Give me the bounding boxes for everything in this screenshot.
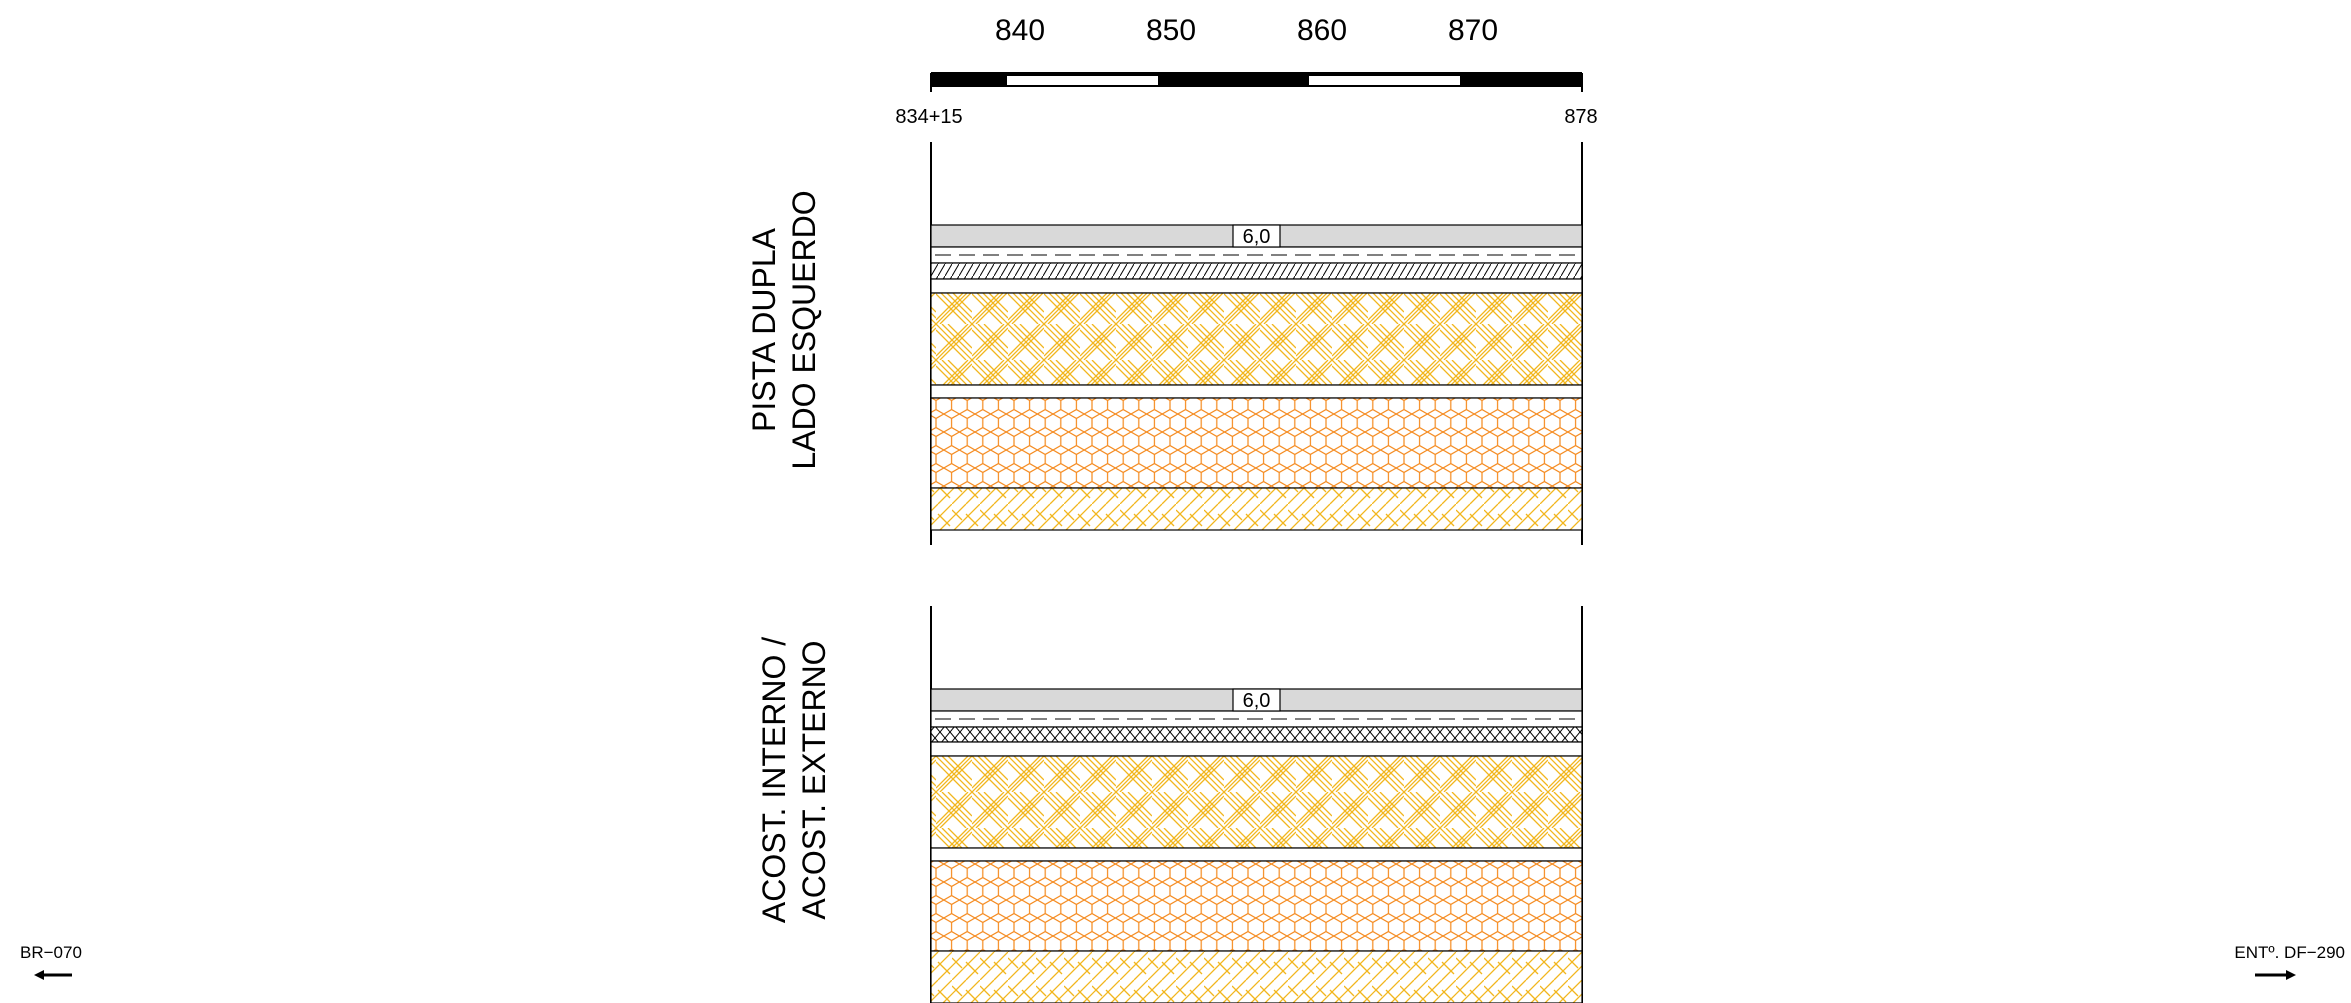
scale-bar-segment xyxy=(1158,74,1309,86)
layer-thin-separator xyxy=(930,741,1583,757)
scale-tick-label: 850 xyxy=(1146,14,1196,47)
scale-tick-label: 860 xyxy=(1297,14,1347,47)
layer-subgrade-yellow xyxy=(930,487,1583,531)
section-title-line1: PISTA DUPLA xyxy=(746,227,782,432)
direction-right-label: ENTº. DF−290 xyxy=(2234,943,2345,962)
layer-thin-separator xyxy=(930,384,1583,399)
thickness-label: 6,0 xyxy=(1243,226,1271,248)
stationing-scale: 840 850 860 870 834+15 878 xyxy=(895,14,1597,128)
scale-tick-label: 840 xyxy=(995,14,1045,47)
arrow-left-icon xyxy=(34,970,72,980)
layer-hatched-course xyxy=(930,262,1583,280)
thickness-label-box xyxy=(1232,224,1281,248)
section-acostamento: ACOST. INTERNO / ACOST. EXTERNO 6,0 xyxy=(756,606,1583,1003)
arrow-right-icon xyxy=(2255,970,2296,980)
direction-left-label: BR−070 xyxy=(20,943,82,962)
section-title-line2: ACOST. EXTERNO xyxy=(796,640,832,919)
layer-base-yellow xyxy=(930,292,1583,386)
scale-bar-segment xyxy=(1460,74,1582,86)
direction-right: ENTº. DF−290 xyxy=(2234,943,2345,980)
layer-crosshatched-course xyxy=(930,726,1583,743)
section-pista-dupla: PISTA DUPLA LADO ESQUERDO 6,0 xyxy=(746,142,1583,545)
layer-subgrade-yellow xyxy=(930,950,1583,1003)
thickness-label: 6,0 xyxy=(1243,690,1271,712)
layer-subbase-orange xyxy=(930,860,1583,952)
station-start-label: 834+15 xyxy=(895,106,962,128)
station-end-label: 878 xyxy=(1564,106,1597,128)
layer-thin-separator xyxy=(930,847,1583,862)
scale-tick-label: 870 xyxy=(1448,14,1498,47)
layer-base-yellow xyxy=(930,755,1583,849)
scale-bar-segment xyxy=(931,74,1007,86)
layer-thin-separator xyxy=(930,278,1583,294)
section-title-line1: ACOST. INTERNO / xyxy=(756,637,792,923)
layer-subbase-orange xyxy=(930,397,1583,489)
direction-left: BR−070 xyxy=(20,943,82,980)
section-title-line2: LADO ESQUERDO xyxy=(786,190,822,469)
thickness-label-box xyxy=(1232,688,1281,712)
